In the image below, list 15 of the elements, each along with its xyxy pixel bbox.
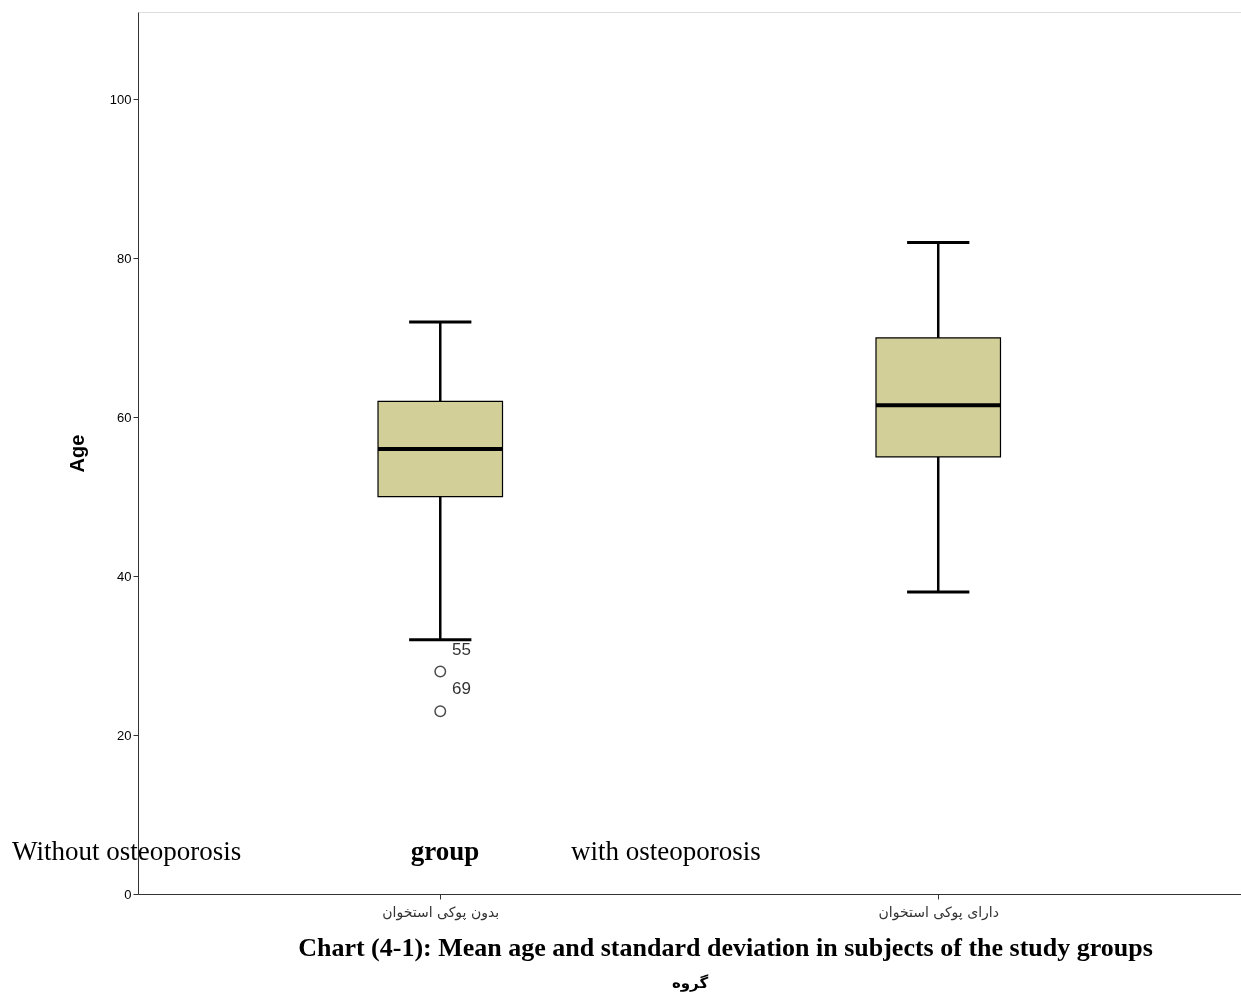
x-tick-label: بدون پوکی استخوان	[382, 903, 500, 921]
y-axis-title: Age	[65, 434, 88, 473]
text: Chart (4-1): Mean age and standard deviation in subjects of the study groups	[298, 933, 1153, 962]
y-tick-label: 40	[117, 568, 132, 584]
y-tick-label: 20	[117, 727, 132, 743]
annotation: 69	[452, 679, 471, 698]
y-tick-label: 80	[117, 250, 132, 266]
annotation: group	[410, 836, 480, 866]
y-tick-label: 0	[124, 886, 132, 902]
y-tick-label: 60	[117, 409, 132, 425]
annotation: 55	[452, 640, 471, 659]
y-tick-label: 100	[109, 91, 132, 107]
x-tick-label: دارای پوکی استخوان	[878, 903, 999, 921]
annotation: with osteoporosis	[571, 836, 761, 866]
x-axis-title: گروه	[671, 973, 709, 992]
